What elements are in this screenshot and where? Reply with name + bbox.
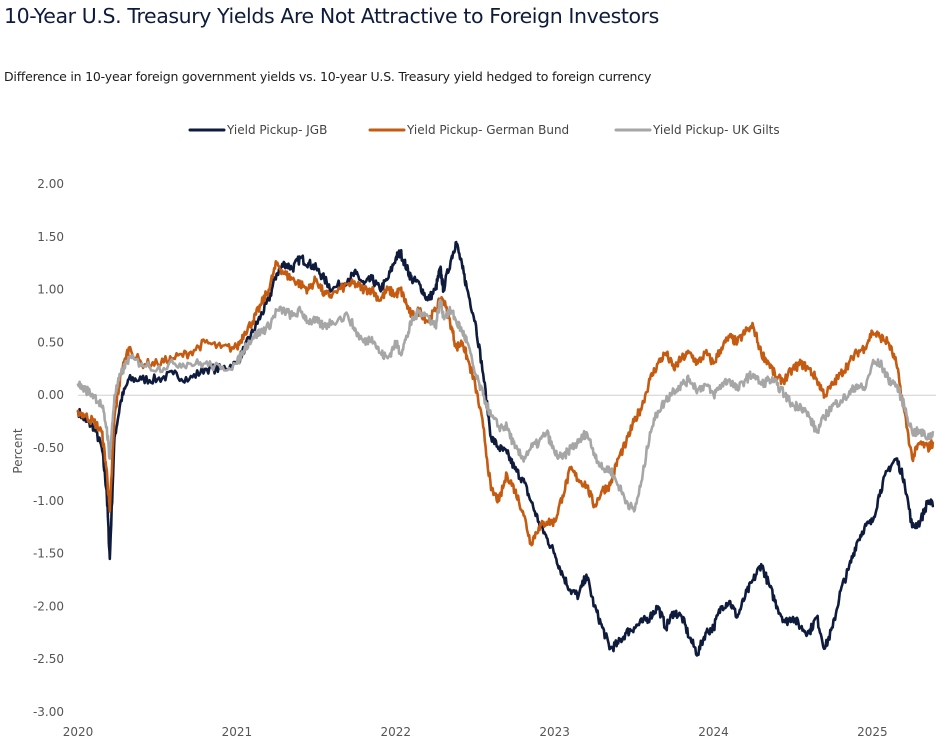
x-tick-label: 2023	[539, 725, 570, 739]
chart-legend: Yield Pickup- JGB Yield Pickup- German Bu…	[188, 123, 780, 137]
x-tick-label: 2020	[63, 725, 94, 739]
y-tick-label: -1.50	[33, 547, 64, 561]
x-tick-label: 2024	[698, 725, 729, 739]
y-tick-label: -3.00	[33, 705, 64, 719]
chart-title: 10-Year U.S. Treasury Yields Are Not Att…	[4, 4, 659, 28]
legend-label: Yield Pickup- JGB	[226, 123, 327, 137]
y-tick-label: 0.00	[37, 388, 64, 402]
x-tick-label: 2021	[222, 725, 253, 739]
y-tick-label: -1.00	[33, 494, 64, 508]
y-tick-label: -0.50	[33, 441, 64, 455]
series-lines	[76, 240, 935, 657]
y-axis-title: Percent	[11, 428, 25, 473]
legend-label: Yield Pickup- UK Gilts	[652, 123, 780, 137]
y-axis-ticks: 2.00 1.50 1.00 0.50 0.00 -0.50 -1.00 -1.50 -2.00…	[33, 177, 64, 719]
y-tick-label: -2.00	[33, 599, 64, 613]
series-line-1	[76, 240, 935, 657]
legend-label: Yield Pickup- German Bund	[406, 123, 569, 137]
x-axis-ticks: 2020 2021 2022 2023 2024 2025	[63, 725, 888, 739]
x-tick-label: 2025	[857, 725, 888, 739]
x-tick-label: 2022	[381, 725, 412, 739]
y-tick-label: 2.00	[37, 177, 64, 191]
series-line-2	[76, 259, 935, 547]
y-tick-label: 1.00	[37, 283, 64, 297]
series-line-3	[76, 298, 935, 513]
y-tick-label: 0.50	[37, 335, 64, 349]
y-tick-label: -2.50	[33, 652, 64, 666]
chart-subtitle: Difference in 10-year foreign government…	[4, 69, 652, 84]
y-tick-label: 1.50	[37, 230, 64, 244]
